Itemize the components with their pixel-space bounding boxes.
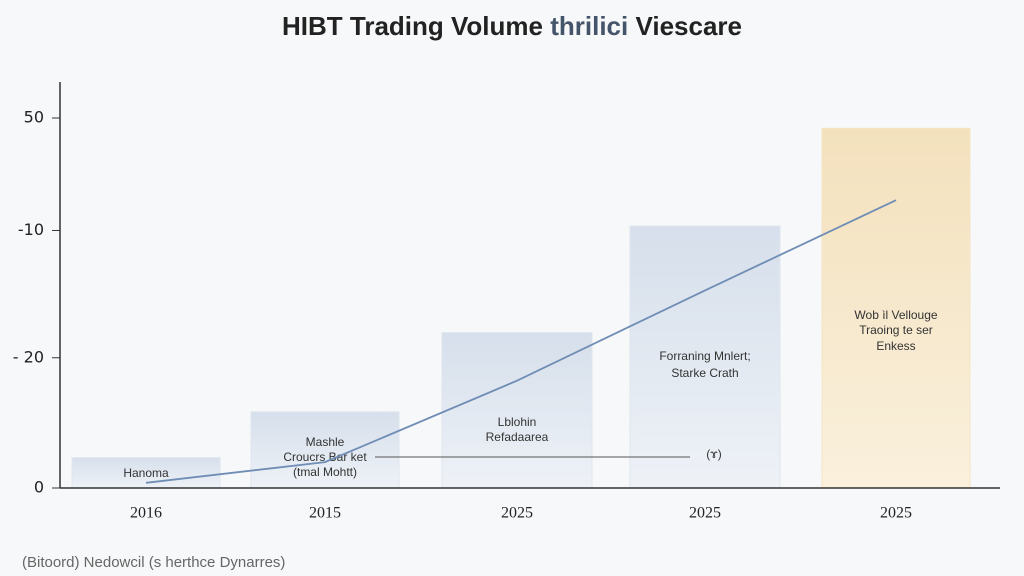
chart-title: HIBT Trading Volume thrilici Viescare bbox=[282, 11, 742, 41]
bar bbox=[71, 457, 221, 489]
trend-line bbox=[145, 199, 897, 484]
x-tick-label: 2025 bbox=[880, 505, 912, 522]
y-tick-label: 50 bbox=[24, 108, 44, 127]
bar-label: Wob ìl Vellouge bbox=[854, 308, 937, 322]
bar-label: Starke Crath bbox=[671, 366, 738, 380]
title-part: HIBT Trading Volume bbox=[282, 11, 543, 41]
bar-label: (tmal Mohtt) bbox=[293, 465, 357, 479]
x-tick-label: 2016 bbox=[130, 505, 162, 522]
bar-label: Forraning Mnlert; bbox=[659, 349, 750, 363]
bar-label: Hanoma bbox=[123, 466, 169, 480]
bar bbox=[821, 127, 971, 489]
plot-area bbox=[71, 127, 971, 489]
x-tick-label: 2025 bbox=[501, 505, 533, 522]
x-tick-label: 2015 bbox=[309, 505, 341, 522]
bar-label: Traoing te ser bbox=[859, 323, 933, 337]
bar-label: Enkess bbox=[876, 339, 915, 353]
bar bbox=[441, 332, 593, 489]
caption: (Bitoord) Nedowcil (s herthce Dynarres) bbox=[22, 554, 285, 571]
title-part: thrilici bbox=[550, 11, 628, 41]
y-tick-label: - 20 bbox=[13, 347, 44, 366]
y-tick-label: -10 bbox=[18, 220, 44, 239]
y-tick-label: 0 bbox=[34, 478, 44, 497]
annotation: (ɤ) bbox=[706, 447, 721, 461]
bar-label: Mashle bbox=[306, 435, 345, 449]
title-part: Viescare bbox=[635, 11, 742, 41]
bar bbox=[629, 225, 781, 489]
bar bbox=[250, 411, 400, 489]
bar-label: Refadaarea bbox=[486, 430, 549, 444]
bar-label: Lblohin bbox=[498, 415, 537, 429]
x-tick-label: 2025 bbox=[689, 505, 721, 522]
